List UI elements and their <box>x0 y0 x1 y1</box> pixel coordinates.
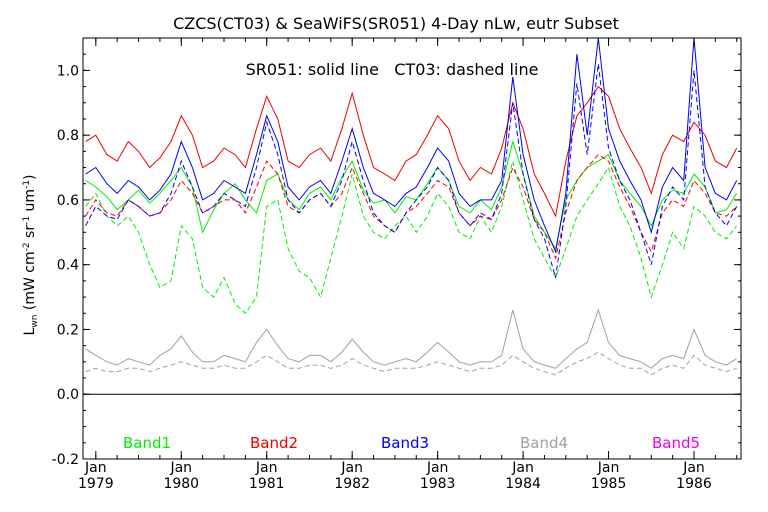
y-label-close: ) <box>22 175 38 180</box>
axes: -0.20.00.20.40.60.81.0Jan1979Jan1980Jan1… <box>52 37 742 492</box>
x-tick-year-label: 1984 <box>505 476 541 492</box>
y-label-sub: wn <box>30 315 40 328</box>
series-band3-dashed <box>85 63 738 278</box>
y-label-rest: (mW cm <box>22 251 38 314</box>
series-band2-dashed <box>85 153 738 260</box>
legend-band1: Band1 <box>123 434 171 452</box>
y-axis-label: Lwn (mW cm-2 sr-1 um-1) <box>22 175 40 336</box>
y-tick-label: 0.0 <box>57 387 79 403</box>
plot-area <box>83 38 741 395</box>
series-band1-dashed <box>85 160 738 315</box>
series-band3-solid <box>85 38 738 254</box>
x-tick-year-label: 1983 <box>420 476 456 492</box>
chart-subtitle: SR051: solid line CT03: dashed line <box>246 60 539 79</box>
y-axis-label-text: Lwn (mW cm-2 sr-1 um-1) <box>22 175 40 336</box>
x-tick-month-label: Jan <box>169 460 192 476</box>
legend: Band1 Band2 Band3 Band4 Band5 <box>123 434 700 452</box>
x-tick-year-label: 1982 <box>334 476 370 492</box>
x-tick-month-label: Jan <box>597 460 620 476</box>
series-band4-dashed <box>85 351 737 376</box>
legend-band4: Band4 <box>520 434 568 452</box>
y-label-mid: sr <box>22 225 38 243</box>
legend-band3: Band3 <box>381 434 429 452</box>
x-tick-year-label: 1981 <box>249 476 285 492</box>
y-tick-label: 1.0 <box>57 63 79 79</box>
legend-band2: Band2 <box>250 434 298 452</box>
x-tick-month-label: Jan <box>426 460 449 476</box>
series-band1-solid <box>85 139 738 250</box>
x-tick-month-label: Jan <box>255 460 278 476</box>
y-tick-label: 0.2 <box>57 322 79 338</box>
series-band2-solid <box>85 85 738 218</box>
x-tick-month-label: Jan <box>84 460 107 476</box>
x-tick-year-label: 1980 <box>163 476 199 492</box>
x-tick-month-label: Jan <box>340 460 363 476</box>
x-tick-year-label: 1979 <box>78 476 114 492</box>
y-label-exp2: -1 <box>22 216 32 225</box>
y-tick-label: 0.4 <box>57 258 79 274</box>
y-label-main: L <box>22 327 38 335</box>
x-tick-month-label: Jan <box>682 460 705 476</box>
x-tick-month-label: Jan <box>511 460 534 476</box>
series-band4-solid <box>85 308 737 369</box>
x-tick-year-label: 1986 <box>676 476 712 492</box>
y-tick-label: 0.8 <box>57 128 79 144</box>
y-label-exp1: -2 <box>22 242 32 251</box>
y-tick-label: -0.2 <box>52 452 79 468</box>
y-tick-label: 0.6 <box>57 193 79 209</box>
y-label-end: um <box>22 189 38 216</box>
x-tick-year-label: 1985 <box>591 476 627 492</box>
legend-band5: Band5 <box>652 434 700 452</box>
chart-title: CZCS(CT03) & SeaWiFS(SR051) 4-Day nLw, e… <box>173 14 619 33</box>
y-label-exp3: -1 <box>22 180 32 189</box>
